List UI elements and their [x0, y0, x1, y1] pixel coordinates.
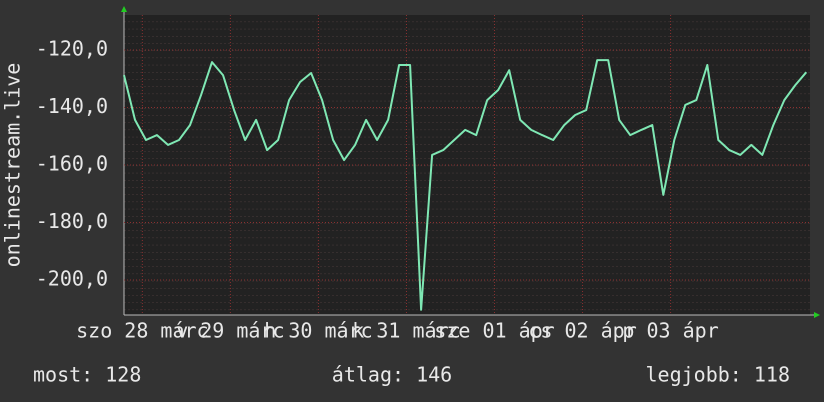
axis-arrow	[121, 6, 127, 12]
y-axis-title: onlinestream.live	[1, 63, 25, 268]
x-tick-label: h 30 márc	[264, 319, 372, 343]
y-tick-label: -200,0	[36, 266, 108, 290]
x-tick-label: k 31 márc	[352, 319, 460, 343]
plot-layer: -120,0 -140,0 -160,0 -180,0 -200,0 szo 28 már…	[36, 15, 810, 343]
y-tick-label: -180,0	[36, 209, 108, 233]
footer-stat: most: 128	[33, 363, 141, 387]
footer-stat: legjobb: 118	[646, 363, 791, 387]
x-tick-label: sze 01 ápr	[434, 319, 554, 343]
footer-stat: átlag: 146	[332, 363, 452, 387]
x-tick-label: szo 28 márc	[76, 319, 208, 343]
data-line	[123, 59, 808, 311]
y-tick-label: -160,0	[36, 152, 108, 176]
x-tick-label: v 29 márc	[176, 319, 284, 343]
axis-arrow	[814, 312, 820, 318]
y-tick-label: -120,0	[36, 37, 108, 61]
x-tick-label: p 03 ápr	[622, 319, 718, 343]
x-tick-label: cs 02 ápr	[528, 319, 636, 343]
y-tick-label: -140,0	[36, 94, 108, 118]
